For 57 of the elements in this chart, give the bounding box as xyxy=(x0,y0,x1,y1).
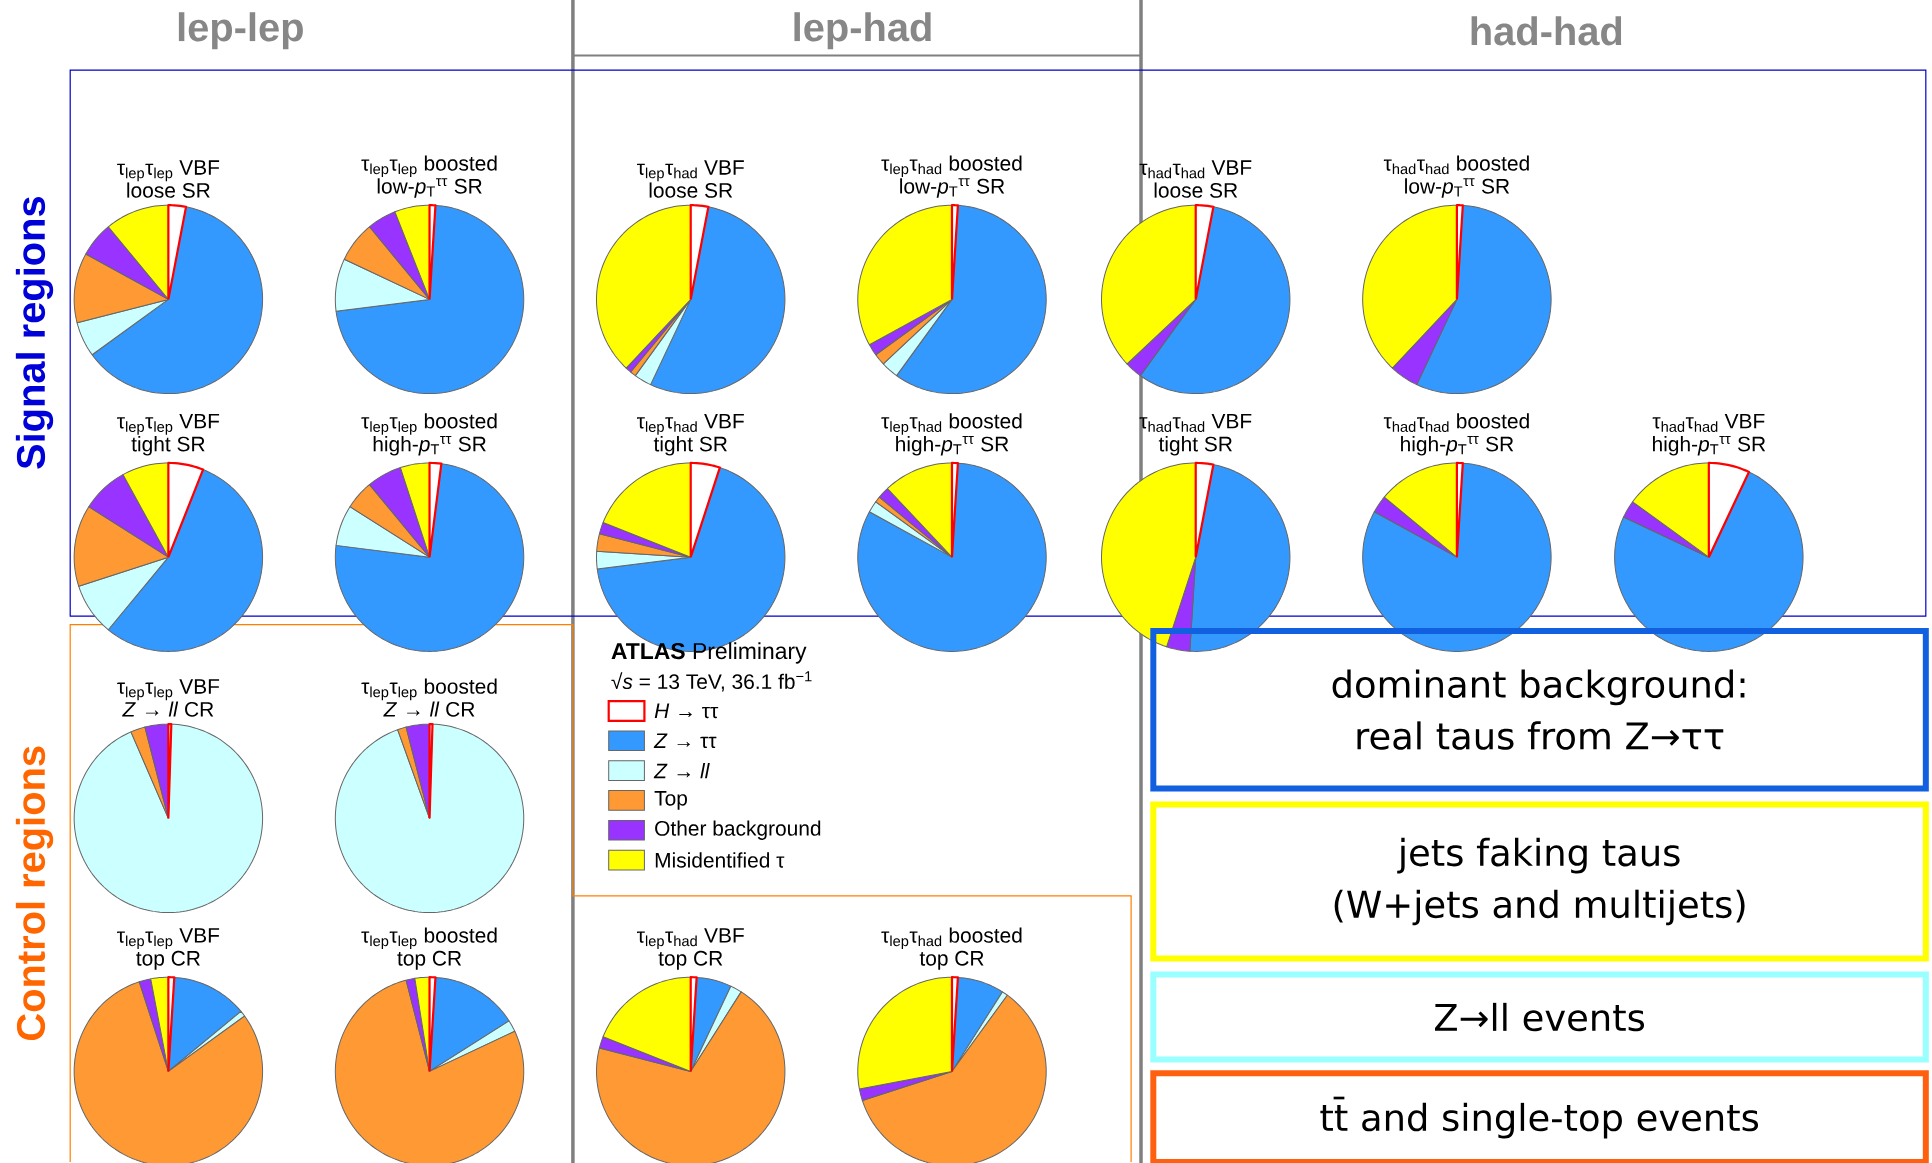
chart-title: τ$_{lep}$τ$_{lep}$ boosted xyxy=(361,678,497,701)
text: Z→ll events xyxy=(1435,1002,1645,1032)
chart-title: τ$_{had}$τ$_{had}$ boosted xyxy=(1383,413,1529,432)
text: Signal regions xyxy=(15,197,54,469)
chart-subtitle: high-p$_{T}$$^{ττ}$ SR xyxy=(1653,436,1766,456)
text: lep-had xyxy=(794,12,931,50)
chart-title: τ$_{had}$τ$_{had}$ boosted xyxy=(1383,155,1529,175)
chart-subtitle: Z → ll CR xyxy=(383,701,475,717)
chart-title: τ$_{had}$τ$_{had}$ VBF xyxy=(1139,160,1252,179)
chart-title: τ$_{lep}$τ$_{had}$ VBF xyxy=(637,928,744,950)
category-label: Top xyxy=(654,791,687,810)
chart-title: τ$_{lep}$τ$_{had}$ boosted xyxy=(881,413,1022,435)
category-label: H → ττ xyxy=(654,703,719,719)
chart-title: τ$_{lep}$τ$_{lep}$ VBF xyxy=(117,160,220,182)
text: jets faking taus xyxy=(1397,837,1680,874)
text: had-had xyxy=(1471,16,1622,46)
chart-subtitle: Z → ll CR xyxy=(122,701,214,717)
chart-subtitle: loose SR xyxy=(1154,182,1238,198)
chart-subtitle: loose SR xyxy=(127,182,210,198)
chart-subtitle: low-p$_{T}$$^{ττ}$ SR xyxy=(900,178,1005,198)
text: ATLAS Preliminary xyxy=(611,642,807,664)
chart-title: τ$_{had}$τ$_{had}$ VBF xyxy=(1139,413,1252,432)
text: lep-lep xyxy=(178,12,303,50)
chart-subtitle: low-p$_{T}$$^{ττ}$ SR xyxy=(1405,178,1510,198)
chart-subtitle: low-p$_{T}$$^{ττ}$ SR xyxy=(377,178,482,198)
chart-title: τ$_{lep}$τ$_{had}$ boosted xyxy=(881,155,1022,178)
chart-title: τ$_{lep}$τ$_{lep}$ boosted xyxy=(361,413,497,435)
chart-subtitle: high-p$_{T}$$^{ττ}$ SR xyxy=(373,436,486,456)
text: (W+jets and multijets) xyxy=(1334,889,1745,926)
chart-title: τ$_{lep}$τ$_{lep}$ VBF xyxy=(117,679,220,701)
category-label: Misidentified τ xyxy=(655,852,785,868)
text: Control regions xyxy=(15,746,54,1040)
chart-subtitle: loose SR xyxy=(649,182,733,198)
chart-subtitle: tight SR xyxy=(653,436,727,456)
chart-title: τ$_{lep}$τ$_{lep}$ VBF xyxy=(117,413,220,435)
chart-title: τ$_{lep}$τ$_{lep}$ boosted xyxy=(361,927,497,950)
text: real taus from Z→ττ xyxy=(1357,721,1724,750)
text: tt̄ and single-top events xyxy=(1320,1096,1759,1139)
chart-subtitle: high-p$_{T}$$^{ττ}$ SR xyxy=(1401,436,1514,456)
text: dominant background: xyxy=(1332,669,1745,706)
category-label: Other background xyxy=(655,820,821,840)
chart-subtitle: tight SR xyxy=(1158,436,1232,456)
chart-title: τ$_{lep}$τ$_{had}$ boosted xyxy=(881,927,1022,950)
chart-title: τ$_{had}$τ$_{had}$ VBF xyxy=(1652,413,1765,432)
chart-title: τ$_{lep}$τ$_{had}$ VBF xyxy=(637,413,744,435)
chart-subtitle: top CR xyxy=(136,950,200,970)
chart-subtitle: top CR xyxy=(919,950,984,970)
category-label: Z → ll xyxy=(653,763,710,779)
chart-subtitle: high-p$_{T}$$^{ττ}$ SR xyxy=(896,436,1009,456)
chart-subtitle: top CR xyxy=(658,950,723,970)
chart-title: τ$_{lep}$τ$_{had}$ VBF xyxy=(637,160,744,182)
chart-subtitle: top CR xyxy=(397,950,462,970)
chart-title: τ$_{lep}$τ$_{lep}$ VBF xyxy=(117,928,220,950)
chart-title: τ$_{lep}$τ$_{lep}$ boosted xyxy=(361,155,497,178)
category-label: Z → ττ xyxy=(653,733,717,749)
text: √s = 13 TeV, 36.1 fb$^{−1}$ xyxy=(611,671,812,692)
chart-subtitle: tight SR xyxy=(131,436,205,456)
